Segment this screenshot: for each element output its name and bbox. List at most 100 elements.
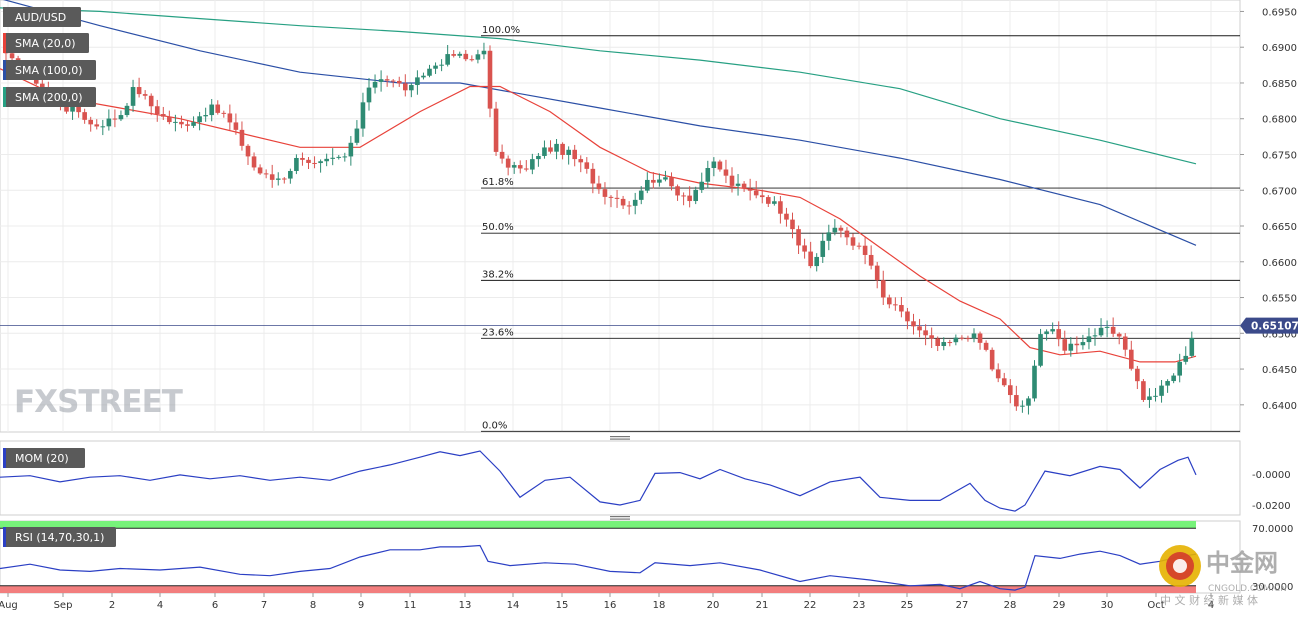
legend-sma-100-label: SMA (100,0) [15,64,83,77]
candle-body [185,124,190,126]
candle-body [1098,327,1104,336]
rsi-oversold-band [0,585,1196,593]
candle-body [832,227,838,233]
candle-body [614,197,620,199]
candle-body [288,170,293,179]
legend-sma-20[interactable]: SMA (20,0) [3,33,89,53]
legend-symbol[interactable]: AUD/USD [3,7,81,27]
candle-body [469,59,475,61]
candle-body [191,122,196,126]
candlestick [493,101,499,156]
candle-body [663,177,668,180]
candlestick [463,50,469,62]
candlestick [699,172,705,193]
time-tick-label: 13 [459,600,472,611]
candle-body [705,168,711,182]
panel-splitter-1[interactable] [610,436,630,440]
momentum-line [0,450,1197,512]
time-tick-label: 23 [853,600,866,611]
candle-body [959,337,965,339]
time-tick-label: 28 [1004,600,1017,611]
candle-body [923,330,928,336]
legend-rsi-label: RSI (14,70,30,1) [15,531,104,544]
candle-body [856,245,862,247]
candlestick [693,186,698,205]
price-tick-label: 0.6800 [1262,115,1297,126]
candle-body [717,161,723,170]
candlestick [221,110,227,118]
candlestick [729,167,735,193]
candle-body [300,157,305,160]
candle-body [511,165,517,168]
legend-sma-100[interactable]: SMA (100,0) [3,60,96,80]
candlestick [917,318,922,338]
candlestick [312,156,317,169]
price-tick-label: 0.6600 [1262,258,1297,269]
candlestick [820,233,826,263]
candlestick [427,64,432,78]
candle-body [1080,342,1086,346]
candle-body [1153,395,1158,397]
candle-body [880,280,886,298]
candlestick [517,160,523,174]
candlestick [142,90,148,100]
candlestick [1104,320,1110,338]
fib-level-label: 50.0% [482,222,514,233]
sma-200-line [0,7,1197,165]
candlestick [433,62,438,74]
price-tick-label: 0.6400 [1262,401,1297,412]
candlestick [1116,332,1122,345]
candlestick [215,100,221,115]
candle-body [360,102,366,129]
candlestick [360,92,366,137]
legend-momentum-bg [3,448,85,468]
legend-momentum[interactable]: MOM (20) [3,448,85,468]
candlestick [1026,396,1031,415]
candle-body [941,342,947,346]
candlestick [832,219,838,236]
candle-body [221,112,227,114]
candlestick [747,178,753,201]
legend-sma-20-bg [3,33,89,53]
candlestick [971,328,977,343]
candle-body [354,128,360,143]
candlestick [753,180,759,199]
price-tick-label: 0.6500 [1262,329,1297,340]
candlestick [808,241,813,269]
rsi-tick-label: 70.0000 [1252,524,1293,535]
candlestick [868,245,874,270]
candlestick [796,225,801,255]
candlestick [590,163,596,194]
candle-body [499,151,505,159]
candlestick [560,142,565,160]
logo-text: 中金网 [1206,549,1278,577]
price-tick-label: 0.6950 [1262,7,1297,18]
candle-body [590,168,596,184]
candlestick [481,42,487,60]
time-tick-label: 20 [707,600,720,611]
candle-body [1092,335,1098,337]
candle-body [1068,343,1074,351]
candlestick [989,347,995,372]
candle-body [596,183,602,190]
candle-body [524,168,529,170]
time-tick-label: 15 [556,600,569,611]
legend-sma-100-stripe [3,60,6,80]
candlestick [983,340,989,352]
price-tick-label: 0.6450 [1262,365,1297,376]
candlestick [669,172,674,191]
legend-sma-200[interactable]: SMA (200,0) [3,87,96,107]
fib-level-label: 38.2% [482,269,514,280]
candle-body [1032,365,1037,399]
candlestick [130,79,136,112]
candle-body [106,118,112,127]
candle-body [687,195,692,202]
candlestick [880,270,886,305]
legend-rsi[interactable]: RSI (14,70,30,1) [3,527,116,547]
candlestick [711,157,717,177]
candle-body [790,219,795,230]
candlestick [759,189,765,204]
panel-splitter-2[interactable] [610,516,630,520]
candlestick [548,140,553,154]
